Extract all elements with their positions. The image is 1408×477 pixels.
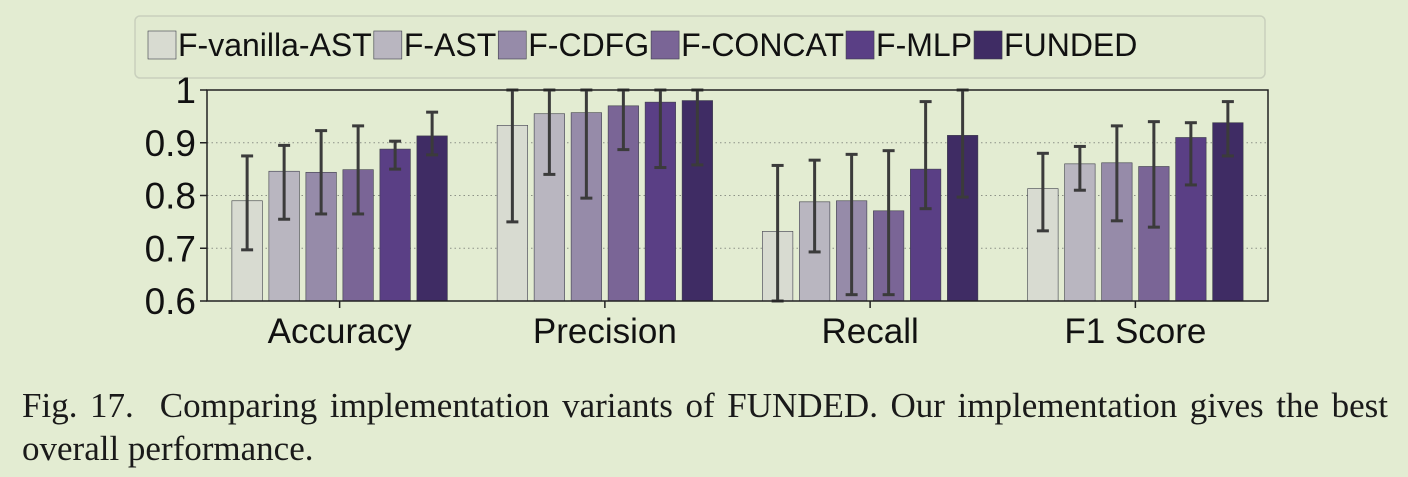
y-tick-label: 0.9 [145, 123, 196, 164]
legend-label: F-CONCAT [681, 27, 844, 63]
legend-label: F-CDFG [528, 27, 649, 63]
plot-frame [206, 89, 1269, 302]
figure-number: Fig. 17. [22, 386, 134, 425]
y-tick-label: 0.8 [145, 176, 196, 217]
y-tick-label: 1 [175, 70, 196, 111]
legend-swatch [845, 30, 875, 60]
x-tick-label: Recall [821, 312, 918, 351]
legend-swatch [147, 30, 177, 60]
y-tick-label: 0.6 [145, 281, 196, 322]
legend-swatch [497, 30, 527, 60]
bar [379, 148, 411, 302]
bar [416, 135, 448, 302]
caption-name-lead: F [727, 386, 747, 425]
legend-swatch [973, 30, 1003, 60]
legend-swatch [650, 30, 680, 60]
legend-label: FUNDED [1004, 27, 1137, 63]
legend-label: F-vanilla-AST [178, 27, 372, 63]
caption-text-before: Comparing implementation variants of [159, 386, 728, 425]
legend: F-vanilla-AST F-AST F-CDFG F-CONCAT F-MLP FUN… [134, 15, 1266, 79]
x-tick-label: Precision [533, 312, 677, 351]
figure-caption: Fig. 17. Comparing implementation variant… [22, 384, 1388, 470]
caption-text-after: . Our implementation gives the best over… [22, 386, 1388, 468]
bars [231, 100, 1244, 302]
x-tick-label: F1 Score [1064, 312, 1206, 351]
bar-chart: F-vanilla-AST F-AST F-CDFG F-CONCAT F-MLP FUN… [134, 15, 1269, 351]
x-tick-label: Accuracy [268, 312, 412, 351]
y-tick-label: 0.7 [145, 228, 196, 269]
legend-label: F-AST [404, 27, 496, 63]
axes: 0.6 0.7 0.8 0.9 1 Accuracy Precision Recall F1 S… [145, 70, 1269, 351]
legend-label: F-MLP [876, 27, 972, 63]
caption-name-rest: UNDED [746, 386, 870, 425]
legend-swatch [373, 30, 403, 60]
